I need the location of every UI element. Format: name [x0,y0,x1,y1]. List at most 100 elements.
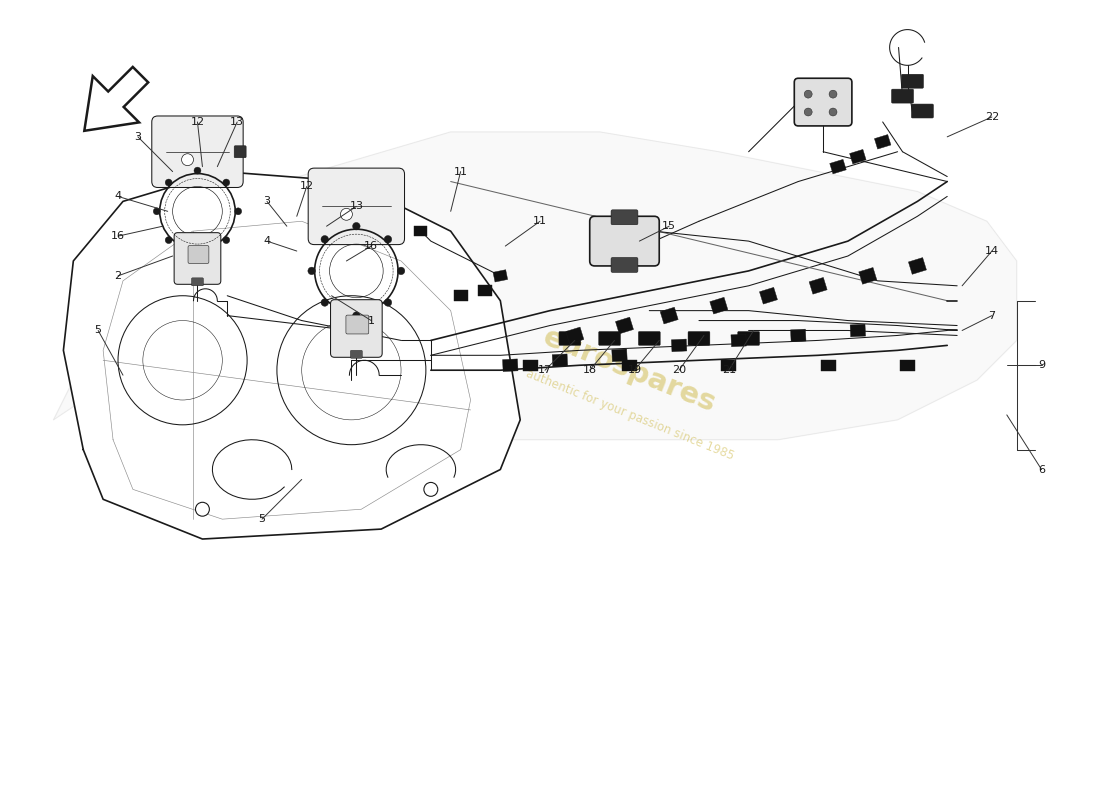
Circle shape [804,90,812,98]
FancyBboxPatch shape [612,210,638,225]
Text: 14: 14 [984,246,999,256]
Text: 16: 16 [111,231,125,241]
Text: 4: 4 [263,236,271,246]
Polygon shape [909,258,926,274]
Circle shape [194,249,201,255]
Polygon shape [85,67,148,131]
Circle shape [165,237,173,243]
Circle shape [353,312,360,319]
Polygon shape [565,327,584,344]
Text: authentic for your passion since 1985: authentic for your passion since 1985 [524,367,736,462]
FancyBboxPatch shape [345,315,368,334]
Text: 21: 21 [722,366,736,375]
FancyBboxPatch shape [308,168,405,245]
Polygon shape [710,298,728,314]
Polygon shape [821,360,836,370]
FancyBboxPatch shape [188,246,209,263]
Text: 5: 5 [258,514,265,524]
Text: 9: 9 [1038,360,1045,370]
Polygon shape [810,278,827,294]
Circle shape [308,267,316,274]
Circle shape [153,208,161,214]
Text: eurospares: eurospares [539,322,720,418]
Text: 3: 3 [264,196,271,206]
Circle shape [384,235,392,243]
Polygon shape [759,287,778,304]
Polygon shape [621,360,637,370]
Text: 2: 2 [114,271,122,281]
Polygon shape [900,360,915,370]
Polygon shape [660,307,679,324]
Text: 22: 22 [984,112,999,122]
FancyBboxPatch shape [912,104,933,118]
Text: 7: 7 [988,310,996,321]
Text: 20: 20 [672,366,686,375]
Polygon shape [791,329,806,342]
Polygon shape [522,360,538,370]
Circle shape [321,235,329,243]
Text: 16: 16 [364,241,378,251]
Text: 12: 12 [190,117,205,127]
Circle shape [397,267,405,274]
Polygon shape [503,359,518,371]
Text: 15: 15 [662,222,676,231]
Circle shape [194,167,201,174]
Text: 12: 12 [299,182,314,191]
Circle shape [321,298,329,306]
Circle shape [341,208,352,220]
FancyBboxPatch shape [902,74,923,88]
Polygon shape [859,267,877,284]
Circle shape [829,90,837,98]
Text: 13: 13 [350,202,363,211]
Text: 6: 6 [1038,465,1045,474]
Text: 13: 13 [230,117,244,127]
Text: 3: 3 [134,132,142,142]
FancyBboxPatch shape [612,258,638,272]
Polygon shape [850,324,866,337]
FancyBboxPatch shape [351,350,362,358]
Circle shape [424,482,438,496]
Polygon shape [493,270,508,282]
Polygon shape [849,150,866,164]
FancyBboxPatch shape [174,233,221,284]
Circle shape [223,237,230,243]
FancyBboxPatch shape [191,278,204,286]
FancyBboxPatch shape [234,146,246,158]
Text: 19: 19 [627,366,641,375]
Text: 18: 18 [583,366,597,375]
FancyBboxPatch shape [598,331,620,346]
Polygon shape [415,226,428,236]
Text: 11: 11 [453,166,468,177]
Circle shape [196,502,209,516]
FancyBboxPatch shape [794,78,851,126]
Polygon shape [64,171,520,539]
Polygon shape [478,286,493,296]
Polygon shape [616,317,634,334]
Polygon shape [612,349,627,362]
Text: 11: 11 [534,216,547,226]
FancyBboxPatch shape [559,331,581,346]
FancyBboxPatch shape [638,331,660,346]
Polygon shape [730,334,747,346]
Circle shape [384,298,392,306]
FancyBboxPatch shape [892,89,913,103]
Circle shape [804,108,812,116]
Text: 4: 4 [114,191,122,202]
Circle shape [829,108,837,116]
FancyBboxPatch shape [330,300,382,358]
Text: 17: 17 [538,366,552,375]
Circle shape [182,154,194,166]
Circle shape [353,222,360,230]
FancyBboxPatch shape [688,331,710,346]
Polygon shape [54,132,1016,440]
Polygon shape [874,134,891,149]
FancyBboxPatch shape [152,116,243,187]
Polygon shape [829,159,846,174]
Circle shape [165,179,173,186]
FancyBboxPatch shape [738,331,759,346]
FancyBboxPatch shape [590,216,659,266]
Text: 5: 5 [95,326,101,335]
Circle shape [223,179,230,186]
Polygon shape [671,339,686,352]
Circle shape [234,208,242,214]
